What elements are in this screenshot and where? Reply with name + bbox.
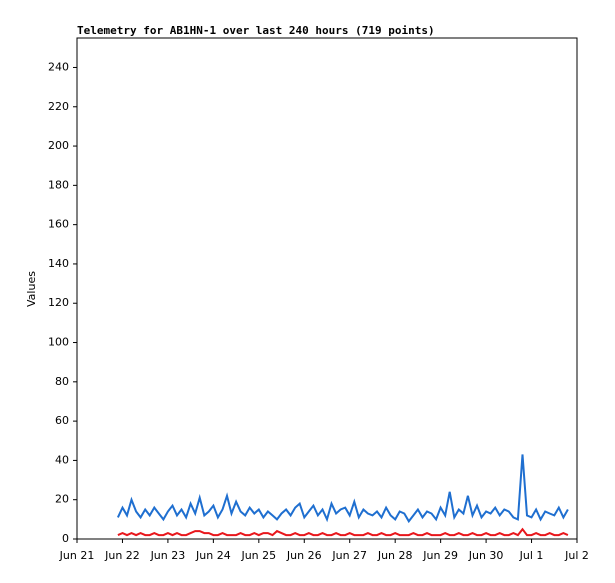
y-tick-label: 120 [48, 296, 69, 309]
x-tick-label: Jul 2 [564, 549, 589, 562]
x-tick-label: Jun 23 [150, 549, 186, 562]
y-tick-label: 200 [48, 139, 69, 152]
x-tick-label: Jul 1 [519, 549, 544, 562]
series-line [116, 454, 569, 524]
y-axis-label: Values [25, 271, 38, 307]
y-tick-label: 100 [48, 336, 69, 349]
y-tick-label: 180 [48, 178, 69, 191]
x-tick-label: Jun 24 [195, 549, 231, 562]
x-tick-label: Jun 29 [422, 549, 458, 562]
series-line [117, 527, 569, 537]
x-tick-label: Jun 22 [104, 549, 140, 562]
plot-frame [76, 37, 578, 540]
y-tick-label: 60 [55, 414, 69, 427]
y-tick-label: 220 [48, 100, 69, 113]
y-tick-label: 80 [55, 375, 69, 388]
chart-title: Telemetry for AB1HN-1 over last 240 hour… [77, 24, 435, 37]
x-tick-label: Jun 28 [377, 549, 413, 562]
y-tick-label: 160 [48, 218, 69, 231]
y-tick-label: 240 [48, 60, 69, 73]
y-tick-label: 0 [62, 532, 69, 545]
x-tick-label: Jun 27 [331, 549, 367, 562]
x-tick-label: Jun 26 [286, 549, 322, 562]
y-tick-label: 40 [55, 453, 69, 466]
x-tick-label: Jun 21 [59, 549, 95, 562]
x-tick-label: Jun 25 [240, 549, 276, 562]
y-tick-label: 20 [55, 493, 69, 506]
x-tick-label: Jun 30 [468, 549, 504, 562]
y-tick-label: 140 [48, 257, 69, 270]
